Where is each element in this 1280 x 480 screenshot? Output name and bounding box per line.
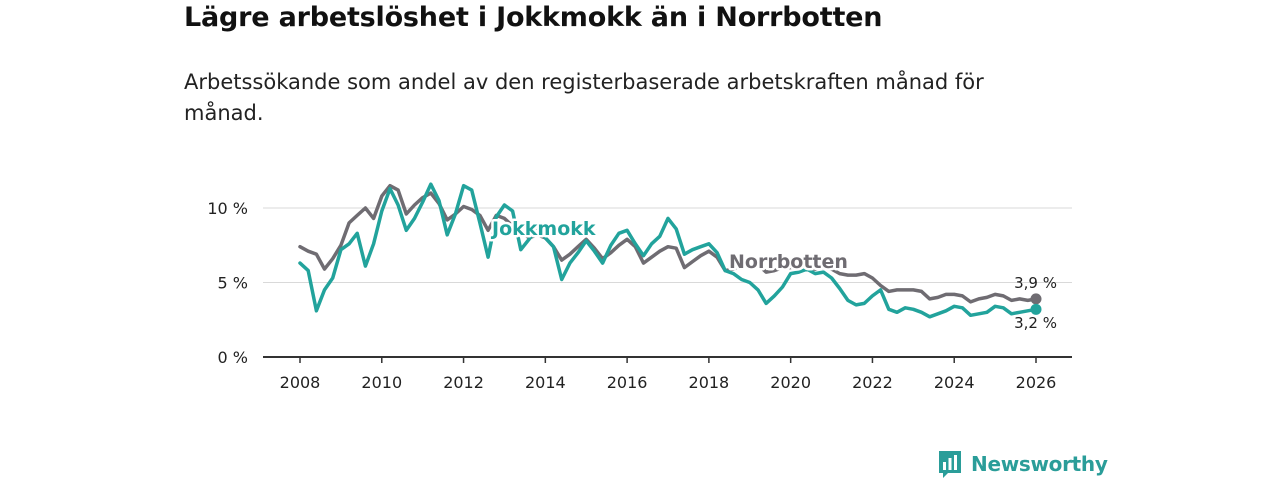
x-tick-label: 2026 — [1016, 373, 1057, 392]
y-tick-label: 0 % — [218, 348, 248, 367]
series-lines — [298, 182, 1042, 319]
end-point-norrbotten — [1030, 293, 1042, 305]
end-value-jokkmokk: 3,2 % — [1014, 314, 1057, 332]
x-tick-label: 2018 — [689, 373, 730, 392]
x-tick-label: 2008 — [280, 373, 321, 392]
chart-title: Lägre arbetslöshet i Jokkmokk än i Norrb… — [184, 2, 883, 33]
series-label-jokkmokk-halo: Jokkmokk — [490, 218, 596, 240]
y-tick-label: 5 % — [218, 274, 248, 293]
series-label-jokkmokk-text: Jokkmokk — [490, 218, 596, 240]
x-tick-label: 2016 — [607, 373, 648, 392]
series-label-norrbotten-halo: Norrbotten — [729, 251, 848, 273]
end-point-jokkmokk — [1030, 303, 1042, 315]
x-tick-label: 2024 — [934, 373, 975, 392]
series-line-jokkmokk — [298, 182, 1038, 319]
series-label-norrbotten-text: Norrbotten — [729, 251, 848, 273]
x-tick-label: 2020 — [770, 373, 811, 392]
x-tick-label: 2010 — [361, 373, 402, 392]
end-value-norrbotten: 3,9 % — [1014, 274, 1057, 292]
axes: 0 % 5 % 10 % 2008 2010 2012 2014 2016 2018 2020 20… — [207, 199, 1072, 392]
x-tick-label: 2014 — [525, 373, 566, 392]
bar-chart-icon — [939, 451, 961, 478]
line-chart: 0 % 5 % 10 % 2008 2010 2012 2014 2016 2018 2020 20… — [207, 182, 1072, 392]
newsworthy-logo[interactable]: Newsworthy — [937, 448, 1108, 480]
series-line-norrbotten — [298, 183, 1038, 304]
x-tick-label: 2022 — [852, 373, 893, 392]
y-tick-label: 10 % — [207, 199, 248, 218]
x-tick-label: 2012 — [443, 373, 484, 392]
brand-name: Newsworthy — [971, 452, 1108, 476]
chart-subtitle: Arbetssökande som andel av den registerb… — [184, 70, 984, 125]
